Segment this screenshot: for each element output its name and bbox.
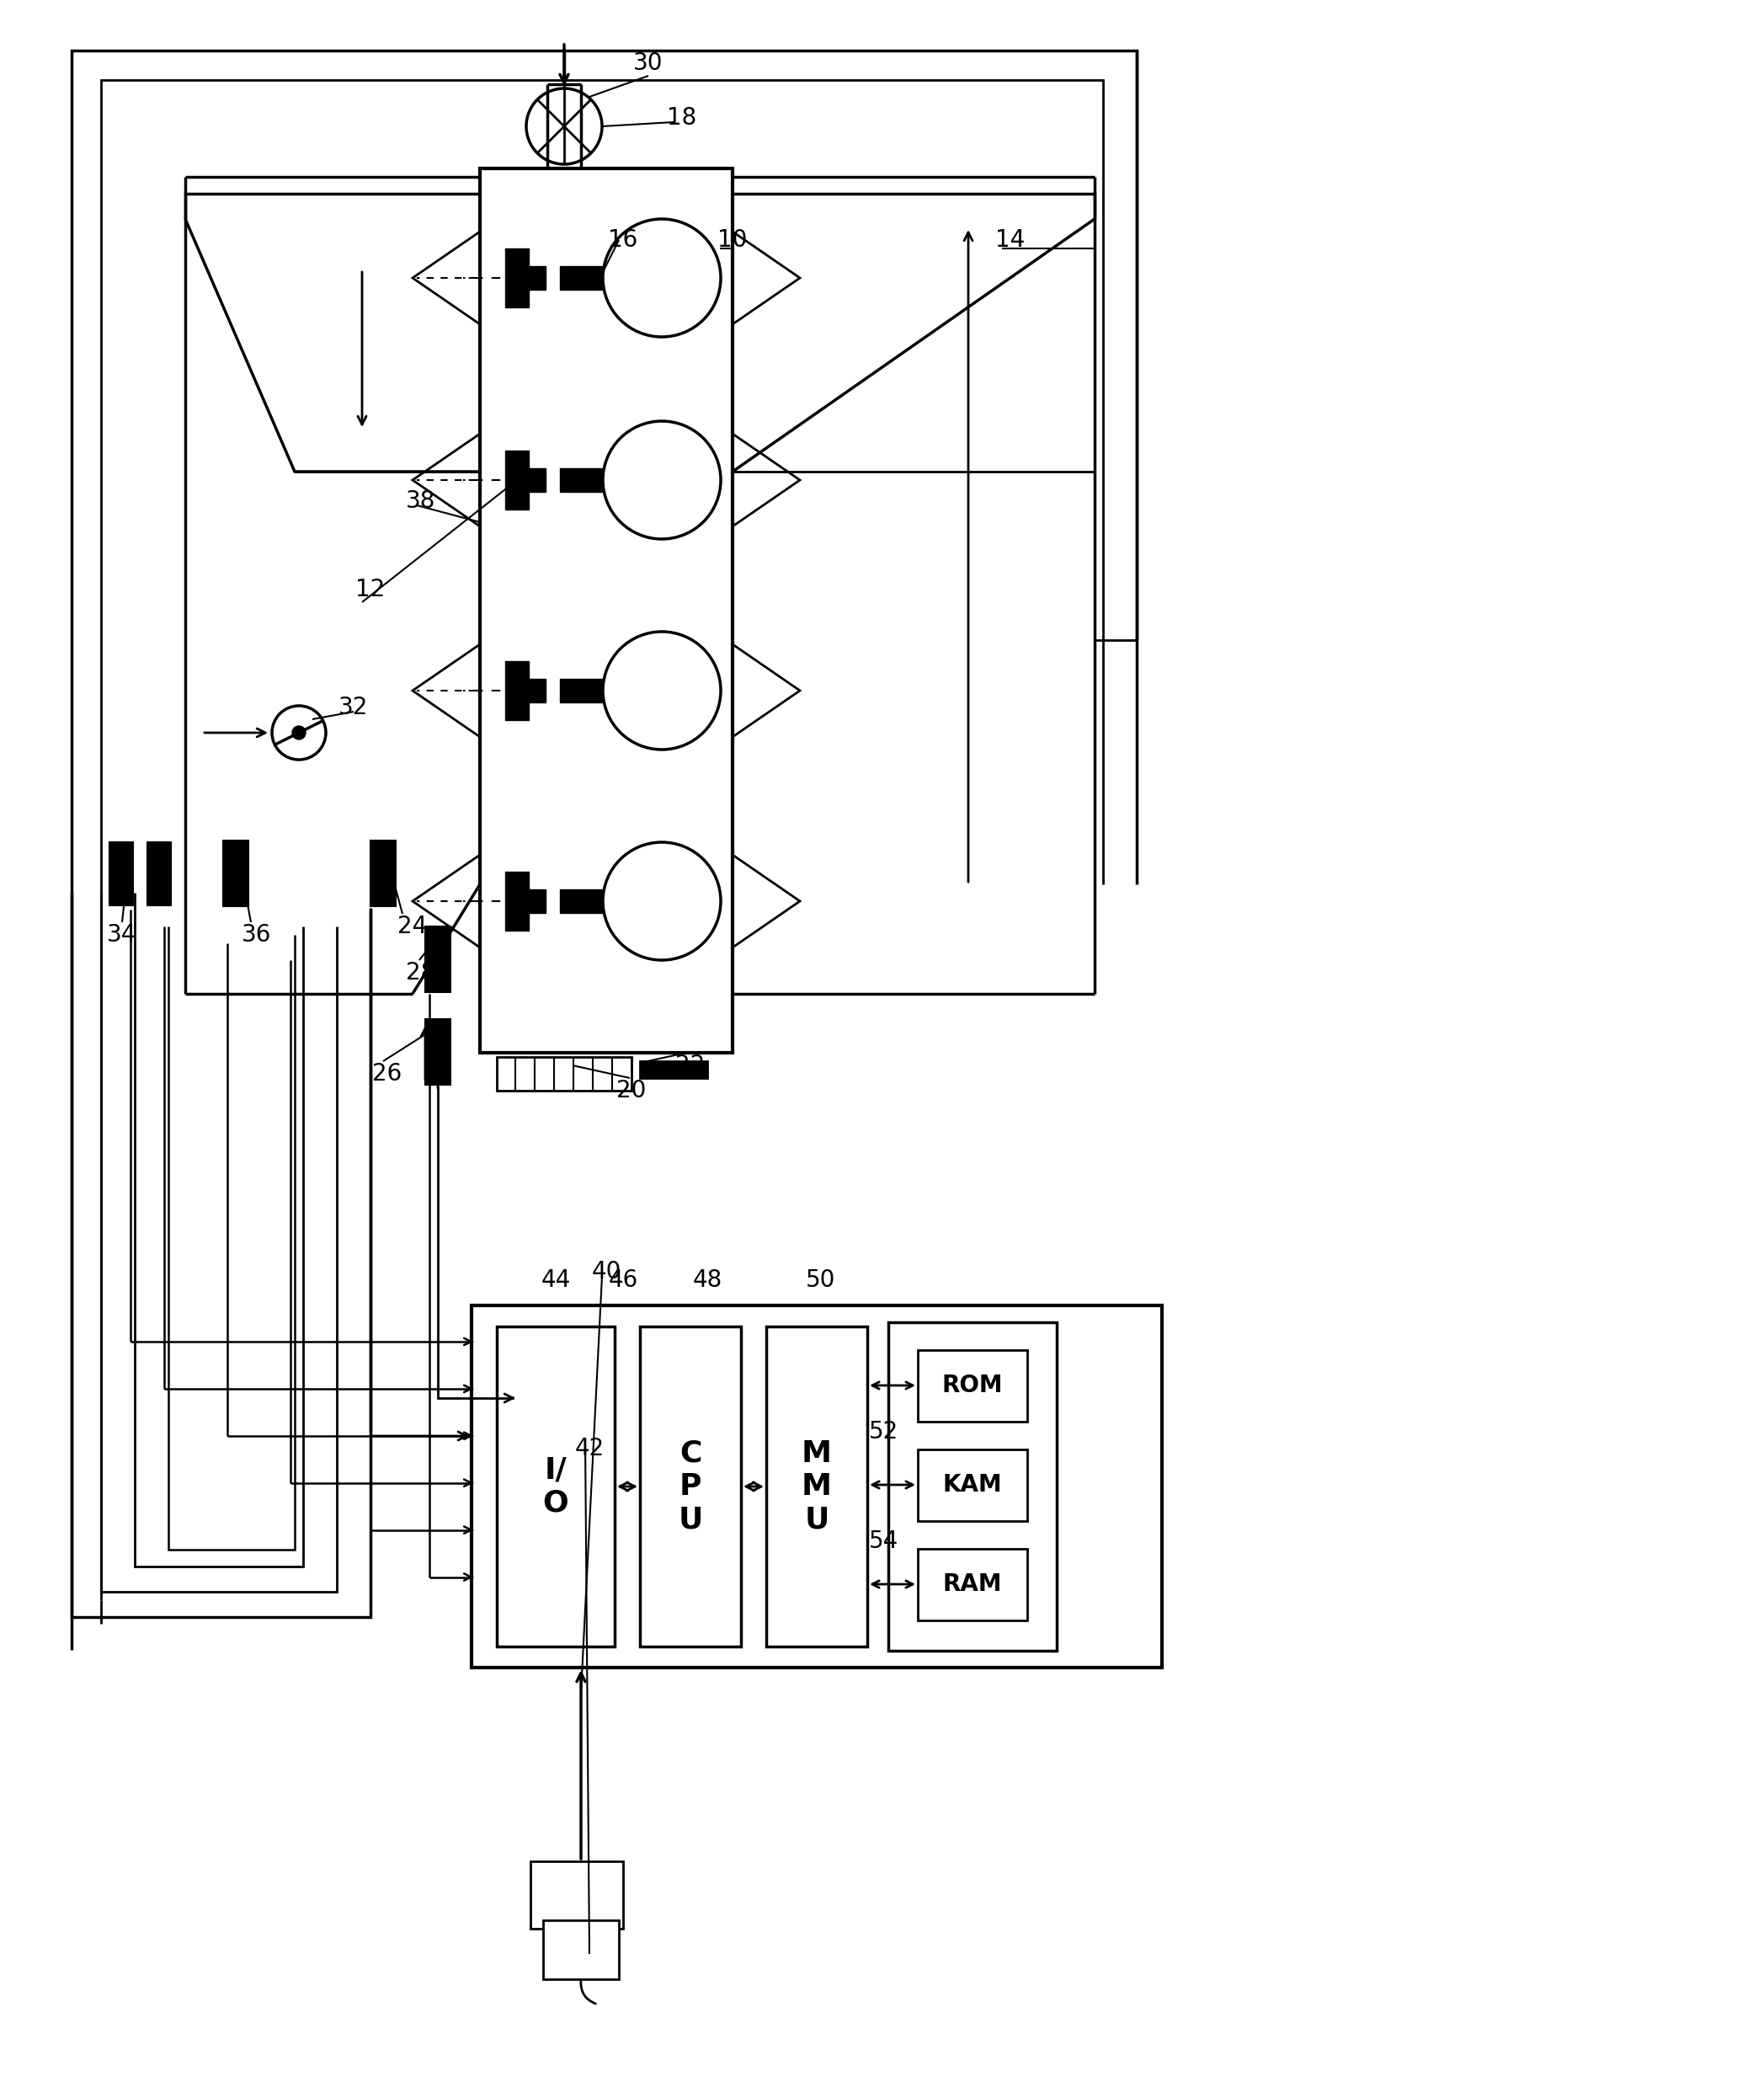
Text: ROM: ROM: [942, 1373, 1004, 1396]
Bar: [640, 1060, 707, 1079]
Bar: [543, 1920, 619, 1978]
Text: 28: 28: [406, 960, 436, 985]
Bar: [529, 889, 545, 912]
Text: C
P
U: C P U: [677, 1440, 702, 1534]
Bar: [559, 678, 602, 703]
Text: 24: 24: [397, 914, 427, 939]
Text: 10: 10: [718, 227, 748, 253]
Bar: [425, 1018, 450, 1085]
Bar: [559, 267, 602, 290]
Text: 48: 48: [693, 1269, 721, 1292]
Text: 20: 20: [617, 1079, 646, 1102]
Text: KAM: KAM: [942, 1473, 1002, 1496]
Text: 16: 16: [609, 227, 639, 253]
Text: 18: 18: [667, 106, 697, 129]
Bar: [529, 267, 545, 290]
Text: I/
O: I/ O: [543, 1455, 568, 1517]
Text: 12: 12: [356, 578, 385, 601]
Bar: [370, 841, 395, 906]
Text: M
M
U: M M U: [801, 1440, 833, 1534]
Bar: [766, 1327, 868, 1647]
Bar: [917, 1450, 1027, 1521]
Bar: [425, 927, 450, 991]
Text: 32: 32: [339, 695, 369, 720]
Text: 34: 34: [108, 922, 138, 947]
Text: RAM: RAM: [942, 1572, 1002, 1597]
Bar: [222, 841, 249, 906]
Text: 14: 14: [995, 227, 1025, 253]
Bar: [505, 872, 529, 931]
Text: 44: 44: [542, 1269, 570, 1292]
Bar: [471, 1306, 1162, 1668]
Text: 54: 54: [870, 1530, 900, 1553]
Bar: [529, 678, 545, 703]
Bar: [497, 1056, 632, 1092]
Text: 26: 26: [372, 1062, 402, 1085]
Bar: [497, 1327, 614, 1647]
Text: 30: 30: [633, 52, 663, 75]
Text: 36: 36: [242, 922, 272, 947]
Text: 42: 42: [575, 1436, 605, 1461]
Text: 22: 22: [676, 1054, 706, 1077]
Bar: [640, 1327, 741, 1647]
Bar: [109, 843, 132, 906]
Bar: [480, 169, 732, 1052]
Bar: [148, 843, 171, 906]
Bar: [889, 1323, 1057, 1651]
Text: 38: 38: [406, 488, 436, 513]
Bar: [917, 1350, 1027, 1421]
Bar: [531, 1862, 623, 1928]
Bar: [559, 889, 602, 912]
Bar: [505, 662, 529, 720]
Text: 40: 40: [591, 1261, 621, 1284]
Bar: [505, 248, 529, 307]
Bar: [529, 467, 545, 493]
Bar: [917, 1549, 1027, 1620]
Text: 52: 52: [870, 1419, 900, 1444]
Text: 46: 46: [609, 1269, 639, 1292]
Bar: [559, 467, 602, 493]
Circle shape: [293, 726, 305, 739]
Bar: [505, 451, 529, 509]
Text: 50: 50: [806, 1269, 836, 1292]
